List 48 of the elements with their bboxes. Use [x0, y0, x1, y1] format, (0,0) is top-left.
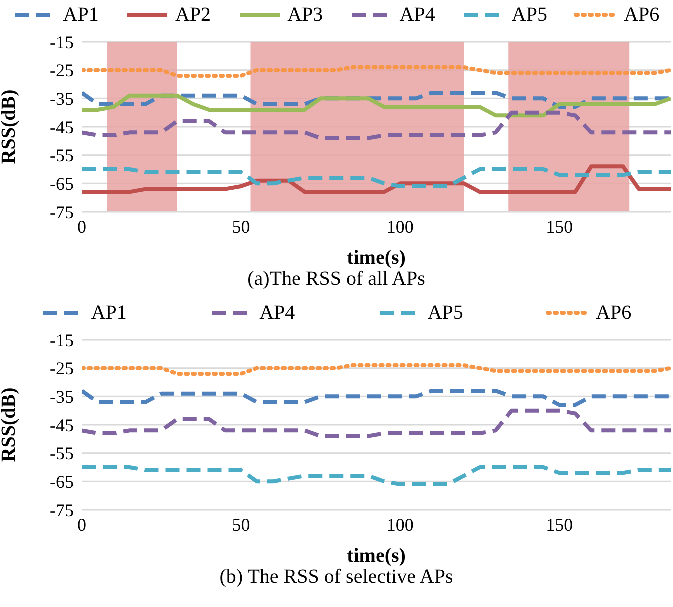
line-series — [82, 66, 671, 78]
y-tick-label: -25 — [50, 358, 74, 379]
x-tick-label: 150 — [546, 514, 574, 535]
y-tick-label: -35 — [50, 89, 74, 110]
x-tick-label: 100 — [386, 216, 414, 237]
line-series — [82, 466, 671, 486]
line-series — [82, 168, 671, 188]
y-tick-label: -55 — [50, 146, 74, 166]
legend-label: AP4 — [398, 4, 436, 26]
x-tick-label: 150 — [546, 216, 574, 237]
legend-label: AP2 — [174, 4, 212, 26]
legend-label: AP1 — [62, 4, 99, 26]
legend-label: AP6 — [623, 4, 660, 26]
y-tick-label: -65 — [50, 472, 74, 492]
legend-label: AP5 — [426, 302, 464, 324]
y-tick-label: -75 — [50, 500, 74, 520]
legend-label: AP5 — [510, 4, 548, 26]
y-axis-title: RSS(dB) — [0, 90, 20, 164]
y-tick-label: -25 — [50, 60, 74, 81]
x-axis-title: time(s) — [347, 247, 406, 269]
line-series — [82, 364, 671, 376]
x-tick-label: 100 — [386, 514, 414, 535]
line-series — [82, 110, 671, 140]
line-series — [82, 389, 671, 408]
text: (a)The RSS of all APs — [246, 268, 426, 292]
y-tick-label: -45 — [50, 415, 74, 436]
x-tick-label: 0 — [78, 216, 86, 237]
y-tick-label: -15 — [50, 32, 74, 52]
y-tick-label: -45 — [50, 117, 74, 138]
x-tick-label: 50 — [232, 514, 250, 535]
y-tick-label: -75 — [50, 202, 74, 222]
legend-label: AP4 — [258, 302, 296, 324]
line-series — [82, 94, 671, 118]
text: (b) The RSS of selective APs — [218, 566, 454, 590]
line-series — [82, 164, 671, 194]
y-tick-label: -15 — [50, 330, 74, 350]
y-tick-label: -35 — [50, 387, 74, 408]
y-tick-label: -65 — [50, 174, 74, 194]
x-axis-title: time(s) — [347, 545, 406, 567]
y-axis-title: RSS(dB) — [0, 388, 20, 462]
x-tick-label: 0 — [78, 514, 86, 535]
line-series — [82, 91, 671, 110]
legend-label: AP3 — [286, 4, 324, 26]
line-series — [82, 408, 671, 438]
legend-label: AP6 — [595, 302, 632, 324]
legend-label: AP1 — [90, 302, 127, 324]
y-tick-label: -55 — [50, 444, 74, 464]
x-tick-label: 50 — [232, 216, 250, 237]
